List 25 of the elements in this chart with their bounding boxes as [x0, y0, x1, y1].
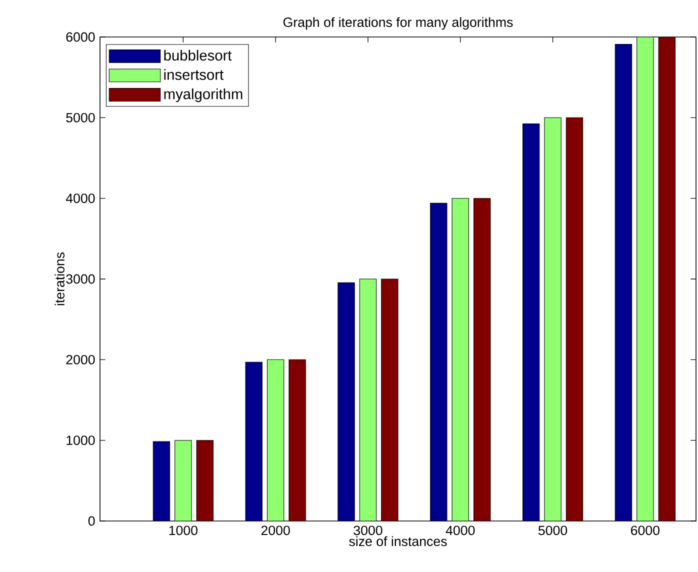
x-tick-label: 1000 — [169, 526, 198, 536]
y-tick-label: 4000 — [66, 194, 95, 204]
x-axis-title: size of instances — [349, 536, 447, 546]
y-tick-label: 2000 — [66, 354, 95, 364]
bar — [430, 202, 448, 521]
x-tick-label: 3000 — [354, 526, 382, 536]
chart-title: Graph of iterations for many algorithms — [283, 17, 513, 30]
legend-label: myalgorithm — [164, 88, 242, 102]
bar — [614, 44, 632, 521]
bar — [152, 441, 170, 521]
bar — [522, 123, 540, 521]
y-tick-label: 6000 — [66, 32, 95, 42]
y-tick-label: 3000 — [66, 274, 95, 284]
y-tick-label: 0 — [88, 516, 95, 526]
legend-label: insertsort — [164, 69, 224, 80]
legend-label: bubblesort — [164, 50, 232, 61]
y-axis-title: iterations — [54, 252, 64, 306]
bar — [245, 362, 262, 521]
bar — [338, 282, 355, 521]
y-tick-label: 5000 — [66, 112, 95, 122]
x-tick-label: 5000 — [538, 526, 568, 536]
x-tick-label: 6000 — [631, 526, 660, 536]
x-tick-label: 4000 — [446, 526, 475, 536]
y-tick-label: 1000 — [66, 436, 95, 446]
x-tick-label: 2000 — [261, 526, 290, 536]
